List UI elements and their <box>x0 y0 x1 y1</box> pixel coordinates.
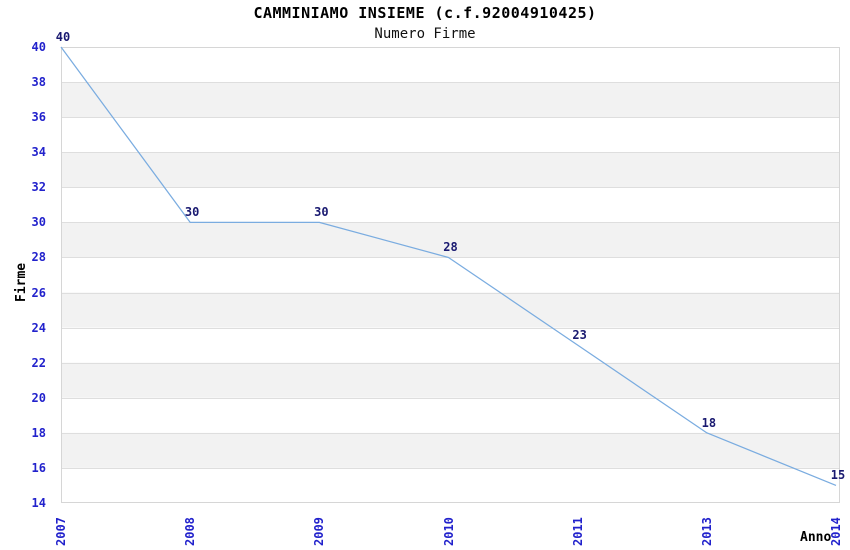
data-line <box>60 46 837 487</box>
plot-band <box>61 117 840 153</box>
plot-band <box>61 397 840 433</box>
x-axis-tick-label: 2008 <box>183 517 198 546</box>
y-axis-tick-label: 38 <box>31 75 46 90</box>
data-point-label: 28 <box>443 240 458 255</box>
y-axis-tick-label: 32 <box>31 180 46 195</box>
y-axis-tick-label: 34 <box>31 145 46 160</box>
plot-band <box>61 82 840 118</box>
x-axis-tick-label: 2011 <box>570 517 585 546</box>
x-axis-tick-label: 2009 <box>312 517 327 546</box>
plot-band <box>61 362 840 398</box>
data-point-label: 40 <box>55 30 71 44</box>
plot-area <box>60 46 840 503</box>
x-axis-tick-label: 2007 <box>54 517 68 546</box>
y-axis-tick-label: 16 <box>31 460 46 475</box>
plot-band <box>61 327 840 363</box>
plot-band <box>61 292 840 328</box>
plot-band <box>61 47 840 83</box>
chart-title: CAMMINIAMO INSIEME (c.f.92004910425) <box>253 4 597 22</box>
chart-subtitle: Numero Firme <box>374 26 476 42</box>
plot-band <box>61 152 840 188</box>
plot-border <box>61 47 840 503</box>
data-point-label: 30 <box>184 205 200 220</box>
x-axis-tick-label: 2010 <box>441 517 456 546</box>
plot-band <box>61 467 840 503</box>
y-axis-tick-label: 28 <box>31 250 46 265</box>
y-axis-tick-label: 14 <box>31 496 46 510</box>
data-point-label: 18 <box>701 415 717 430</box>
data-point-label: 23 <box>572 328 587 343</box>
plot-band <box>61 222 840 258</box>
x-axis-tick-label: 2013 <box>699 517 714 546</box>
x-axis-tick-label: 2014 <box>829 517 843 546</box>
y-axis-tick-label: 30 <box>31 215 46 230</box>
y-axis-tick-label: 24 <box>31 320 46 335</box>
plot-band <box>61 432 840 468</box>
y-axis-tick-label: 36 <box>31 110 46 125</box>
y-axis-tick-label: 22 <box>31 355 46 370</box>
y-axis-tick-label: 20 <box>31 390 46 405</box>
data-point-label: 30 <box>314 205 329 220</box>
x-axis-title: Anno <box>800 530 832 545</box>
y-axis-tick-label: 26 <box>31 285 46 300</box>
y-axis-tick-label: 40 <box>31 40 46 54</box>
data-point-label: 15 <box>830 468 846 483</box>
plot-band <box>61 257 840 293</box>
y-axis-tick-label: 18 <box>31 425 46 440</box>
plot-band <box>61 187 840 223</box>
